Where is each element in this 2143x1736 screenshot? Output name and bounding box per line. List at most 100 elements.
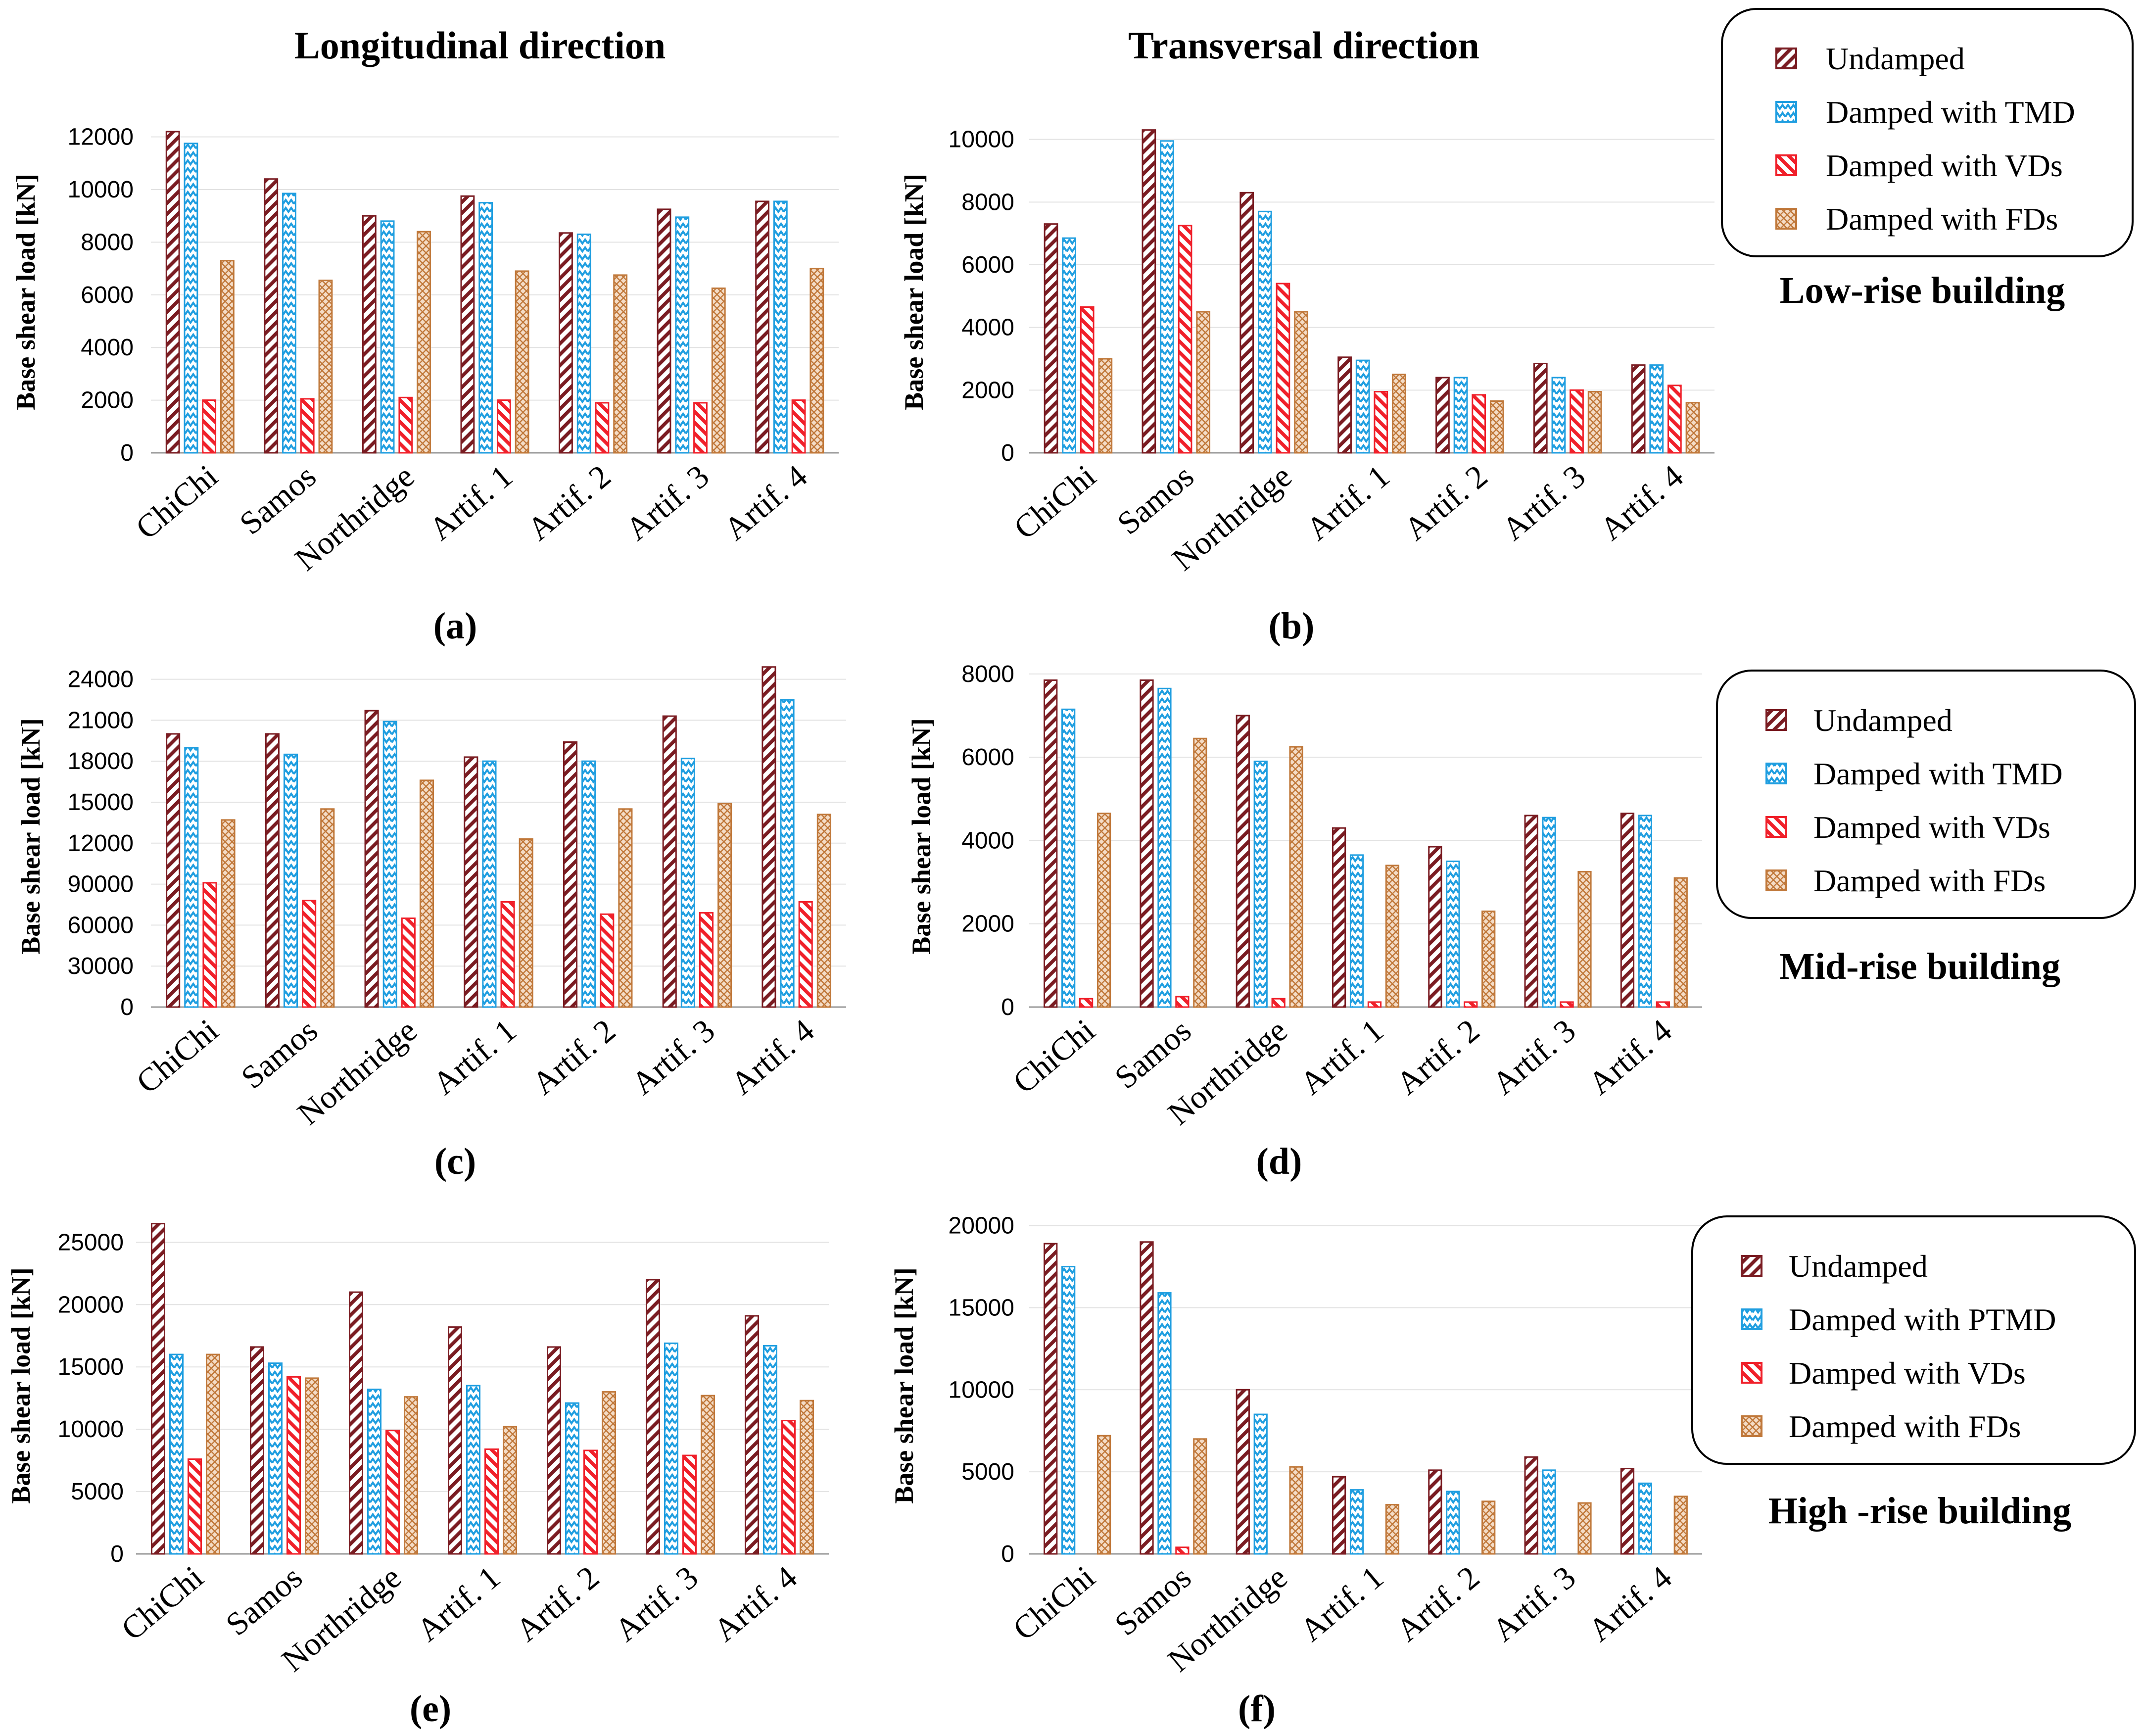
bar-tmd: [1355, 359, 1370, 454]
y-tick-label: 20000: [949, 1213, 1014, 1239]
bar-vds: [202, 399, 217, 454]
x-tick-label: Artif. 4: [717, 458, 814, 548]
bar-vds: [1472, 394, 1486, 454]
y-tick-label: 10000: [949, 127, 1014, 153]
bar-tmd: [1453, 377, 1468, 454]
bar-vds: [699, 912, 714, 1008]
bar-vds: [484, 1448, 499, 1555]
bar-fds: [419, 779, 434, 1008]
bar-fds: [1193, 1438, 1207, 1555]
panel-label-e: (e): [410, 1688, 451, 1730]
bar-undamped: [1142, 129, 1156, 454]
panel-label-d: (d): [1256, 1141, 1302, 1182]
bar-undamped: [464, 756, 478, 1008]
bar-undamped: [250, 1346, 264, 1555]
x-tick-label: Artif. 2: [509, 1559, 606, 1649]
legend-swatch-vds: [1741, 1362, 1762, 1384]
bar-undamped: [563, 741, 578, 1008]
bar-tmd: [282, 193, 296, 454]
bar-undamped: [166, 733, 181, 1008]
panel-label-f: (f): [1238, 1688, 1276, 1730]
building-label-mid-rise: Mid-rise building: [1779, 946, 2060, 987]
legend-label-vds: Damped with VDs: [1826, 148, 2063, 183]
y-tick-label: 6000: [81, 282, 134, 308]
bar-tmd: [1157, 687, 1172, 1008]
x-tick-label: Artif. 3: [608, 1559, 705, 1649]
bar-tmd: [466, 1385, 480, 1555]
y-tick-label: 21000: [68, 707, 134, 733]
bar-vds: [1175, 1546, 1190, 1555]
bar-fds: [515, 270, 529, 454]
bar-vds: [583, 1449, 598, 1555]
legend-label-undamped: Undamped: [1813, 703, 1953, 738]
y-tick-label: 0: [1001, 440, 1014, 466]
bar-undamped: [1428, 1469, 1442, 1555]
bar-fds: [613, 274, 628, 454]
bar-vds: [1656, 1001, 1670, 1008]
legend-swatch-vds: [1765, 816, 1787, 838]
bar-vds: [682, 1454, 697, 1555]
chart-panel-b: 0 2000 4000 6000 8000 10000 Base shear load [k…: [899, 127, 1714, 578]
bar-fds: [816, 814, 831, 1008]
x-tick-label: Artif. 4: [1593, 458, 1690, 548]
bar-fds: [1294, 311, 1308, 454]
x-tick-label: Artif. 3: [1485, 1013, 1582, 1102]
bar-fds: [519, 838, 533, 1008]
y-axis-title: Base shear load [kN]: [11, 174, 41, 410]
legend-label-vds: Damped with VDs: [1789, 1355, 2026, 1391]
bar-fds: [810, 268, 824, 454]
bar-undamped: [362, 215, 377, 454]
bar-undamped: [1140, 1241, 1154, 1555]
column-title-longitudinal: Longitudinal direction: [294, 24, 666, 67]
y-axis-title: Base shear load [kN]: [906, 718, 936, 955]
bar-tmd: [773, 200, 788, 454]
bar-tmd: [1257, 210, 1272, 454]
bar-tmd: [1062, 237, 1076, 454]
bar-tmd: [1542, 1469, 1556, 1555]
bar-tmd: [1253, 761, 1268, 1008]
legend-swatch-vds: [1775, 154, 1797, 176]
x-tick-label: Artif. 3: [1485, 1559, 1582, 1649]
legend-label-tmd: Damped with TMD: [1813, 756, 2063, 791]
bar-fds: [1289, 746, 1303, 1008]
bar-fds: [305, 1377, 319, 1555]
y-tick-label: 12000: [68, 124, 134, 150]
bar-undamped: [1524, 815, 1538, 1008]
building-label-high-rise: High -rise building: [1768, 1490, 2071, 1532]
x-tick-label: ChiChi: [1006, 1013, 1102, 1101]
bar-undamped: [547, 1346, 561, 1555]
bar-tmd: [1542, 817, 1556, 1008]
legend-swatch-tmd: [1741, 1308, 1762, 1330]
bar-fds: [1098, 358, 1113, 454]
x-tick-label: Artif. 1: [1293, 1559, 1390, 1649]
legend-label-tmd: Damped with TMD: [1826, 95, 2075, 130]
bar-fds: [1587, 391, 1602, 454]
y-tick-label: 0: [120, 440, 134, 466]
bar-tmd: [1551, 377, 1566, 454]
y-axis-title: Base shear load [kN]: [899, 174, 929, 410]
bar-tmd: [675, 216, 690, 454]
bar-undamped: [1332, 827, 1346, 1008]
bar-tmd: [1349, 854, 1364, 1008]
y-tick-label: 15000: [949, 1295, 1014, 1321]
y-tick-label: 2000: [961, 377, 1014, 403]
x-tick-label: Artif. 1: [426, 1013, 523, 1102]
legend-low-rise: Undamped Damped with TMD Damped with VDs Da…: [1721, 8, 2134, 257]
x-tick-label: Artif. 2: [1397, 458, 1494, 548]
bar-vds: [693, 402, 708, 454]
chart-panel-c: 0 30000 60000 90000 12000 15000 18000 21000 2400…: [16, 666, 846, 1132]
x-tick-label: Artif. 2: [1389, 1013, 1486, 1102]
bar-undamped: [460, 195, 475, 454]
bar-fds: [1289, 1466, 1303, 1555]
bar-vds: [300, 398, 315, 454]
y-tick-label: 10000: [949, 1377, 1014, 1403]
bar-vds: [401, 917, 416, 1008]
x-tick-label: Artif. 3: [625, 1013, 722, 1102]
bar-vds: [1367, 1001, 1382, 1008]
bar-tmd: [581, 760, 596, 1008]
x-tick-label: Samos: [233, 458, 323, 542]
bar-tmd: [283, 753, 298, 1008]
x-tick-label: Artif. 4: [724, 1013, 821, 1102]
bar-tmd: [184, 143, 198, 454]
y-axis-title: Base shear load [kN]: [6, 1267, 36, 1504]
